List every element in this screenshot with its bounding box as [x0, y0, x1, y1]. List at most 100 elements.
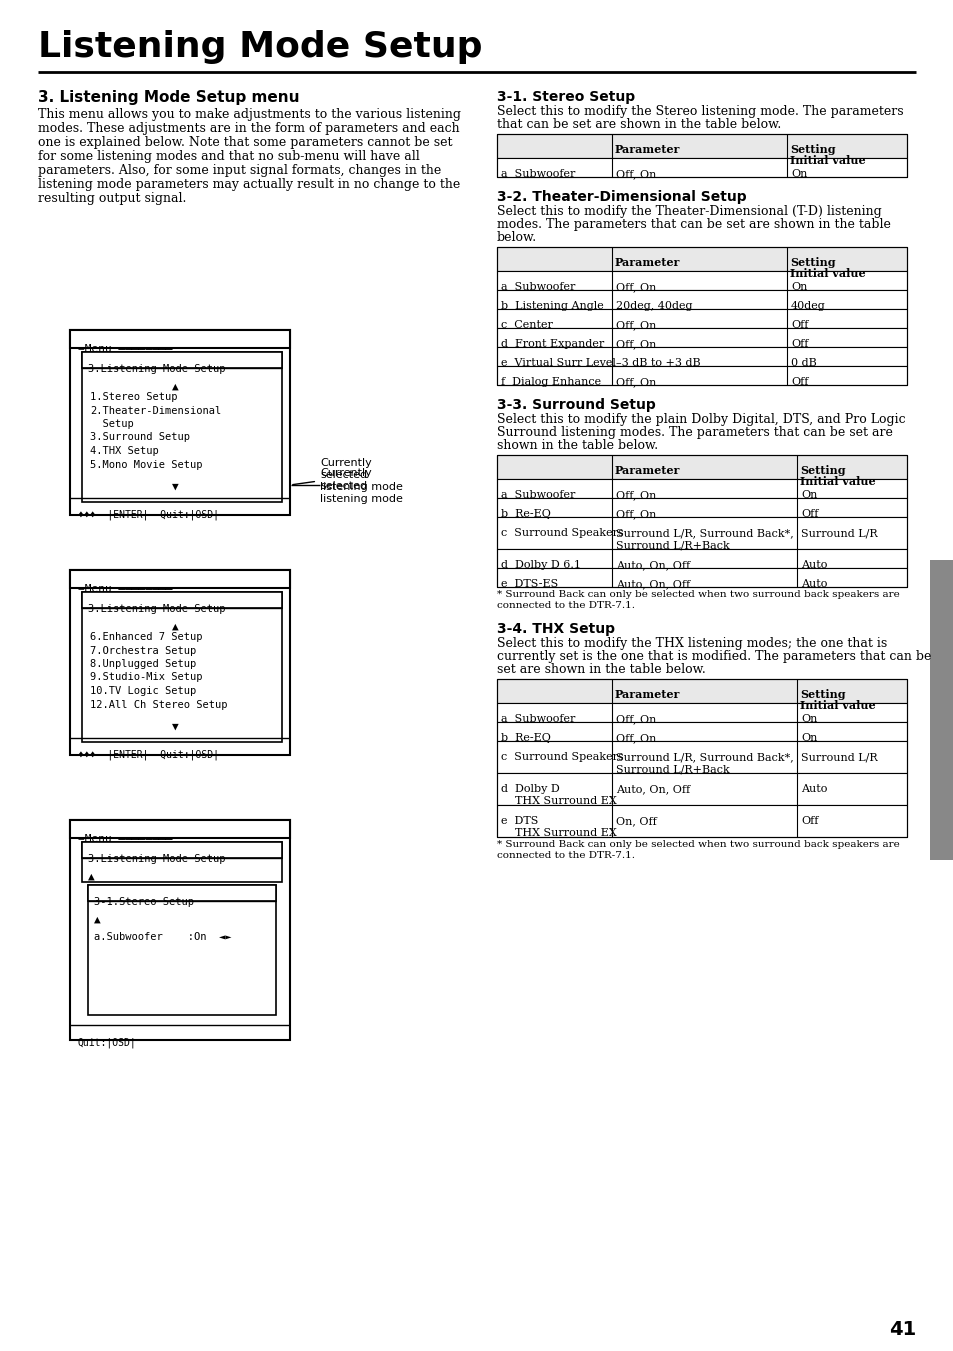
- Text: Initial value: Initial value: [800, 476, 875, 486]
- Text: THX Surround EX: THX Surround EX: [500, 828, 616, 838]
- Text: 3-4. THX Setup: 3-4. THX Setup: [497, 621, 615, 636]
- Text: 3-1.Stereo Setup: 3-1.Stereo Setup: [94, 897, 193, 907]
- Bar: [497, 680, 906, 838]
- Text: for some listening modes and that no sub-menu will have all: for some listening modes and that no sub…: [38, 150, 419, 163]
- Text: 7.Orchestra Setup: 7.Orchestra Setup: [90, 646, 196, 655]
- Text: c  Surround Speakers: c Surround Speakers: [500, 753, 623, 762]
- Bar: [497, 455, 906, 480]
- Text: a.Subwoofer    :On  ◄►: a.Subwoofer :On ◄►: [94, 932, 232, 942]
- Text: 12.All Ch Stereo Setup: 12.All Ch Stereo Setup: [90, 700, 227, 709]
- Bar: [497, 272, 906, 290]
- Text: 41: 41: [888, 1320, 915, 1339]
- Text: a  Subwoofer: a Subwoofer: [500, 490, 575, 500]
- Text: Auto, On, Off: Auto, On, Off: [616, 580, 689, 589]
- Text: On: On: [801, 490, 817, 500]
- Text: listening mode parameters may actually result in no change to the: listening mode parameters may actually r…: [38, 178, 459, 190]
- Text: Off: Off: [790, 320, 807, 330]
- Text: On: On: [790, 169, 806, 178]
- Text: Off, On: Off, On: [616, 169, 656, 178]
- Text: Off: Off: [790, 339, 807, 349]
- Bar: [70, 570, 290, 588]
- Text: below.: below.: [497, 231, 537, 245]
- Bar: [82, 353, 282, 367]
- Text: Off: Off: [801, 509, 818, 519]
- Text: =Menu ════════: =Menu ════════: [78, 834, 172, 844]
- Text: This menu allows you to make adjustments to the various listening: This menu allows you to make adjustments…: [38, 108, 460, 122]
- Text: currently set is the one that is modified. The parameters that can be: currently set is the one that is modifie…: [497, 650, 930, 663]
- Text: On: On: [801, 734, 817, 743]
- Bar: [497, 247, 906, 385]
- Text: Select this to modify the Stereo listening mode. The parameters: Select this to modify the Stereo listeni…: [497, 105, 902, 118]
- Text: resulting output signal.: resulting output signal.: [38, 192, 186, 205]
- Bar: [497, 366, 906, 385]
- Text: parameters. Also, for some input signal formats, changes in the: parameters. Also, for some input signal …: [38, 163, 441, 177]
- Text: Off, On: Off, On: [616, 509, 656, 519]
- Bar: [497, 480, 906, 499]
- Text: 3.Surround Setup: 3.Surround Setup: [90, 432, 190, 443]
- Text: Auto: Auto: [801, 580, 826, 589]
- Text: e  DTS-ES: e DTS-ES: [500, 580, 558, 589]
- Text: Setup: Setup: [90, 419, 133, 430]
- Text: connected to the DTR-7.1.: connected to the DTR-7.1.: [497, 601, 635, 611]
- Text: a  Subwoofer: a Subwoofer: [500, 169, 575, 178]
- Text: On: On: [801, 713, 817, 724]
- Text: 1.Stereo Setup: 1.Stereo Setup: [90, 392, 177, 403]
- Text: one is explained below. Note that some parameters cannot be set: one is explained below. Note that some p…: [38, 136, 452, 149]
- Text: Initial value: Initial value: [789, 155, 864, 166]
- Bar: [497, 517, 906, 549]
- Bar: [70, 820, 290, 838]
- Text: Auto, On, Off: Auto, On, Off: [616, 784, 689, 794]
- Bar: [70, 330, 290, 515]
- Text: modes. The parameters that can be set are shown in the table: modes. The parameters that can be set ar…: [497, 218, 890, 231]
- Bar: [82, 592, 282, 608]
- Bar: [88, 885, 275, 1015]
- Text: Select this to modify the THX listening modes; the one that is: Select this to modify the THX listening …: [497, 638, 886, 650]
- Text: Setting: Setting: [800, 465, 844, 476]
- Text: Off, On: Off, On: [616, 377, 656, 386]
- Text: d  Front Expander: d Front Expander: [500, 339, 603, 349]
- Bar: [70, 570, 290, 755]
- Text: ▼: ▼: [172, 721, 178, 732]
- Bar: [497, 721, 906, 740]
- Text: THX Surround EX: THX Surround EX: [500, 796, 616, 807]
- Text: 3-1. Stereo Setup: 3-1. Stereo Setup: [497, 91, 635, 104]
- Text: ▲: ▲: [172, 621, 178, 632]
- Text: listening mode: listening mode: [319, 494, 402, 504]
- Bar: [88, 885, 275, 901]
- Bar: [82, 592, 282, 742]
- Text: –3 dB to +3 dB: –3 dB to +3 dB: [616, 358, 700, 367]
- Text: 3.Listening Mode Setup: 3.Listening Mode Setup: [88, 854, 225, 865]
- Text: 3. Listening Mode Setup menu: 3. Listening Mode Setup menu: [38, 91, 299, 105]
- Text: Off, On: Off, On: [616, 282, 656, 292]
- Text: c  Center: c Center: [500, 320, 553, 330]
- Text: ♦♦♦  |ENTER|  Quit:|OSD|: ♦♦♦ |ENTER| Quit:|OSD|: [78, 509, 219, 520]
- Text: Setting: Setting: [789, 145, 835, 155]
- Text: Listening Mode Setup: Listening Mode Setup: [38, 30, 482, 63]
- Bar: [497, 290, 906, 309]
- Text: b  Re-EQ: b Re-EQ: [500, 509, 550, 519]
- Text: =Menu ════════: =Menu ════════: [78, 584, 172, 594]
- Text: On, Off: On, Off: [616, 816, 656, 825]
- Bar: [70, 330, 290, 349]
- Text: Auto, On, Off: Auto, On, Off: [616, 561, 689, 570]
- Text: a  Subwoofer: a Subwoofer: [500, 282, 575, 292]
- Text: 8.Unplugged Setup: 8.Unplugged Setup: [90, 659, 196, 669]
- Text: ▲: ▲: [88, 871, 94, 882]
- Text: Surround L/R: Surround L/R: [801, 753, 877, 762]
- Text: 0 dB: 0 dB: [790, 358, 816, 367]
- Text: 40deg: 40deg: [790, 301, 825, 311]
- Text: Surround L/R, Surround Back*,: Surround L/R, Surround Back*,: [616, 528, 793, 538]
- Text: connected to the DTR-7.1.: connected to the DTR-7.1.: [497, 851, 635, 861]
- Text: d  Dolby D 6.1: d Dolby D 6.1: [500, 561, 580, 570]
- Bar: [497, 499, 906, 517]
- Text: Surround listening modes. The parameters that can be set are: Surround listening modes. The parameters…: [497, 426, 892, 439]
- Bar: [82, 353, 282, 503]
- Text: 5.Mono Movie Setup: 5.Mono Movie Setup: [90, 459, 202, 470]
- Text: Surround L/R, Surround Back*,: Surround L/R, Surround Back*,: [616, 753, 793, 762]
- Bar: [497, 805, 906, 838]
- Bar: [497, 549, 906, 567]
- Text: 3-3. Surround Setup: 3-3. Surround Setup: [497, 399, 655, 412]
- Text: e  Virtual Surr Level: e Virtual Surr Level: [500, 358, 616, 367]
- Text: that can be set are shown in the table below.: that can be set are shown in the table b…: [497, 118, 781, 131]
- Text: Off: Off: [801, 816, 818, 825]
